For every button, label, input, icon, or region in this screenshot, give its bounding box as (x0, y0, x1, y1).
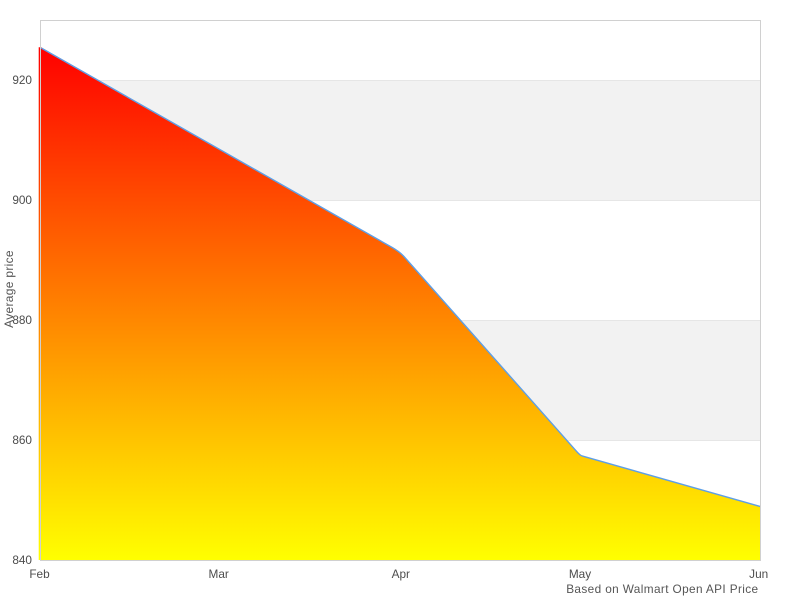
svg-text:Apr: Apr (392, 567, 410, 581)
svg-text:920: 920 (12, 73, 32, 87)
svg-text:Mar: Mar (209, 567, 229, 581)
svg-text:Average price: Average price (2, 250, 16, 328)
svg-text:Based on Walmart Open API Pric: Based on Walmart Open API Price (566, 582, 758, 596)
svg-text:880: 880 (12, 313, 32, 327)
svg-text:May: May (569, 567, 591, 581)
svg-text:Jun: Jun (749, 567, 768, 581)
svg-text:Feb: Feb (29, 567, 50, 581)
svg-text:900: 900 (12, 193, 32, 207)
svg-text:860: 860 (12, 433, 32, 447)
svg-text:840: 840 (12, 553, 32, 567)
